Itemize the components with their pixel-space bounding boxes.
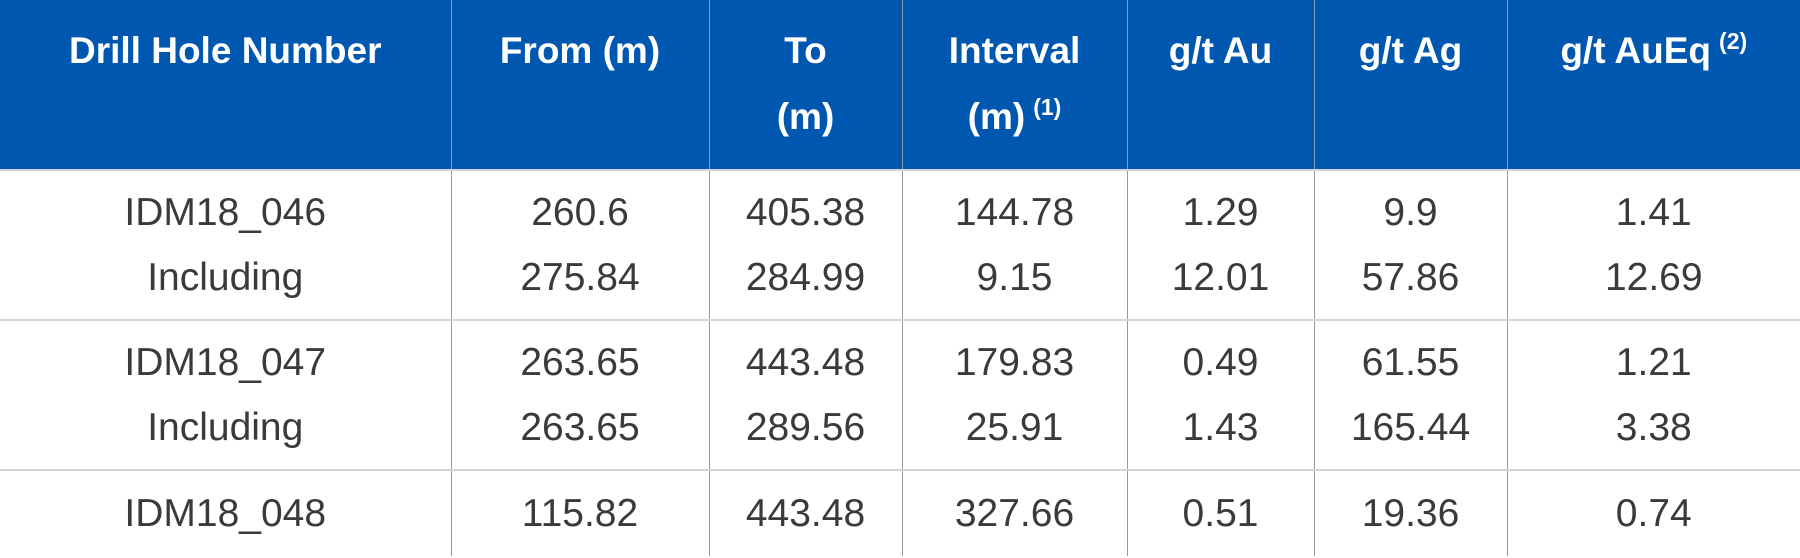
header-cell: Drill Hole Number xyxy=(0,0,451,170)
header-line: From (m) xyxy=(456,18,705,84)
cell-value: 284.99 xyxy=(745,256,866,299)
cell-value: 12.01 xyxy=(1171,256,1270,299)
cell-value: 1.29 xyxy=(1182,191,1259,234)
cell-value: 0.74 xyxy=(1615,492,1692,535)
header-cell: g/t Au xyxy=(1126,0,1314,170)
header-text: (m) xyxy=(776,96,835,137)
cell-value: 263.65 xyxy=(520,406,640,449)
header-text: g/t AuEq xyxy=(1560,30,1712,71)
data-row: IDM18_047 Including 263.65 263.65 443.48 289.… xyxy=(0,319,1800,470)
header-line: g/t AuEq (2) xyxy=(1512,18,1797,84)
cell-value: 260.6 xyxy=(531,191,629,234)
header-text: Interval xyxy=(948,30,1081,71)
cell-value: 443.48 xyxy=(745,341,866,384)
hole-label: IDM18_048 xyxy=(124,492,327,535)
header-line: (m) (1) xyxy=(907,84,1123,150)
header-cell: g/t AuEq (2) xyxy=(1506,0,1800,170)
cell-value: 61.55 xyxy=(1361,341,1460,384)
data-cell: 263.65 263.65 xyxy=(450,319,709,470)
cell-value: 144.78 xyxy=(954,191,1075,234)
table-header: Drill Hole Number From (m) To (m) Interval (m… xyxy=(0,0,1800,170)
cell-value: 57.86 xyxy=(1361,256,1460,299)
cell-value: 0.51 xyxy=(1182,492,1259,535)
data-cell: 179.83 25.91 xyxy=(901,319,1127,470)
table-body: IDM18_046 Including 260.6 275.84 405.38 284.9… xyxy=(0,169,1800,556)
cell-value: 263.65 xyxy=(520,341,640,384)
header-line: g/t Ag xyxy=(1319,18,1503,84)
header-row: Drill Hole Number From (m) To (m) Interval (m… xyxy=(0,0,1800,170)
header-line: Interval xyxy=(907,18,1123,84)
data-cell: 1.21 3.38 xyxy=(1506,319,1800,470)
cell-value: 12.69 xyxy=(1604,256,1703,299)
header-text: From (m) xyxy=(499,30,661,71)
cell-value: 327.66 xyxy=(954,492,1075,535)
data-cell: 327.66 xyxy=(901,469,1127,556)
data-cell: 0.49 1.43 xyxy=(1126,319,1314,470)
header-text: (m) xyxy=(967,96,1026,137)
cell-value: 289.56 xyxy=(745,406,866,449)
data-cell: 1.29 12.01 xyxy=(1126,169,1314,320)
hole-label: Including xyxy=(147,256,304,299)
data-cell: 443.48 xyxy=(708,469,902,556)
header-line: g/t Au xyxy=(1132,18,1310,84)
header-text: To xyxy=(784,30,827,71)
data-cell: IDM18_046 Including xyxy=(0,169,451,320)
data-cell: 0.51 xyxy=(1126,469,1314,556)
data-cell: 19.36 xyxy=(1313,469,1507,556)
header-cell: From (m) xyxy=(450,0,709,170)
data-cell: 1.41 12.69 xyxy=(1506,169,1800,320)
cell-value: 3.38 xyxy=(1615,406,1692,449)
header-cell: To (m) xyxy=(708,0,902,170)
data-cell: 115.82 xyxy=(450,469,709,556)
cell-value: 115.82 xyxy=(521,492,639,535)
cell-value: 405.38 xyxy=(745,191,866,234)
cell-value: 1.43 xyxy=(1182,406,1259,449)
cell-value: 179.83 xyxy=(954,341,1075,384)
header-line: To xyxy=(714,18,898,84)
data-cell: 0.74 xyxy=(1506,469,1800,556)
cell-value: 443.48 xyxy=(745,492,866,535)
hole-label: IDM18_047 xyxy=(124,341,327,384)
cell-value: 9.9 xyxy=(1383,191,1438,234)
header-text: g/t Ag xyxy=(1358,30,1463,71)
data-cell: 9.9 57.86 xyxy=(1313,169,1507,320)
data-row: IDM18_048 115.82 443.48 327.66 0.51 19.36 0.74 xyxy=(0,469,1800,556)
header-text: Drill Hole Number xyxy=(69,30,382,71)
hole-label: IDM18_046 xyxy=(124,191,327,234)
cell-value: 19.36 xyxy=(1361,492,1460,535)
data-row: IDM18_046 Including 260.6 275.84 405.38 284.9… xyxy=(0,169,1800,320)
cell-value: 0.49 xyxy=(1182,341,1259,384)
data-cell: 61.55 165.44 xyxy=(1313,319,1507,470)
header-cell: Interval (m) (1) xyxy=(901,0,1127,170)
data-cell: 260.6 275.84 xyxy=(450,169,709,320)
data-cell: IDM18_048 xyxy=(0,469,451,556)
hole-label: Including xyxy=(147,406,304,449)
cell-value: 9.15 xyxy=(976,256,1053,299)
cell-value: 275.84 xyxy=(520,256,640,299)
header-text: g/t Au xyxy=(1168,30,1273,71)
footnote-ref: (1) xyxy=(1033,94,1062,120)
data-cell: 144.78 9.15 xyxy=(901,169,1127,320)
cell-value: 165.44 xyxy=(1350,406,1471,449)
footnote-ref: (2) xyxy=(1719,28,1748,54)
cell-value: 1.41 xyxy=(1615,191,1692,234)
data-cell: 443.48 289.56 xyxy=(708,319,902,470)
header-line: (m) xyxy=(714,84,898,150)
cell-value: 25.91 xyxy=(965,406,1064,449)
data-cell: 405.38 284.99 xyxy=(708,169,902,320)
header-line: Drill Hole Number xyxy=(4,18,447,84)
data-cell: IDM18_047 Including xyxy=(0,319,451,470)
cell-value: 1.21 xyxy=(1615,341,1692,384)
header-cell: g/t Ag xyxy=(1313,0,1507,170)
